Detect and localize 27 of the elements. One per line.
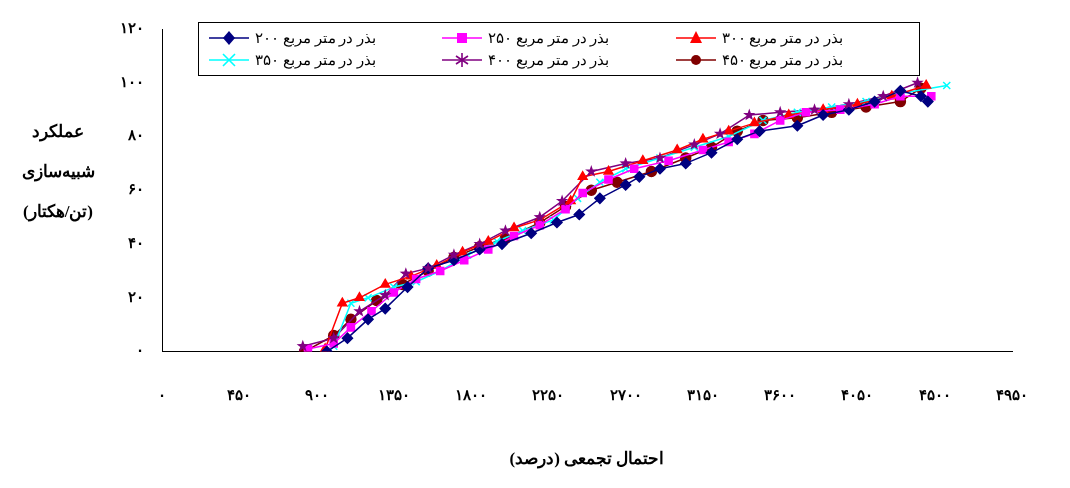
y-tick-label: ۴۰ — [128, 234, 144, 251]
legend-label: بذر در متر مربع ۳۰۰ — [721, 29, 843, 47]
x-tick-label: ۹۰۰ — [304, 387, 329, 404]
legend-label: بذر در متر مربع ۴۰۰ — [488, 51, 610, 69]
text: عملکرد شبیه‌سازی (تن/هکتار) — [21, 122, 95, 221]
legend-label: بذر در متر مربع ۴۵۰ — [721, 51, 843, 69]
y-tick-label: ۰ — [136, 342, 144, 359]
x-tick-label: ۳۶۰۰ — [764, 387, 797, 404]
legend-label: بذر در متر مربع ۳۵۰ — [255, 51, 376, 69]
y-tick-label: ۲۰ — [128, 288, 144, 305]
legend-label: بذر در متر مربع ۲۰۰ — [255, 29, 376, 47]
y-tick-label: ۱۲۰ — [120, 19, 144, 36]
legend-label: بذر در متر مربع ۲۵۰ — [488, 29, 610, 47]
x-tick-label: ۴۹۵۰ — [996, 387, 1028, 404]
x-tick-label: ۴۵۰۰ — [918, 387, 951, 404]
x-tick-label: ۴۰۵۰ — [841, 387, 874, 404]
x-tick-label: ۰ — [158, 387, 166, 404]
x-tick-label: ۲۷۰۰ — [609, 387, 642, 404]
x-tick-label: ۴۵۰ — [227, 387, 252, 404]
x-tick-label: ۲۲۵۰ — [532, 387, 565, 404]
x-tick-label: ۱۳۵۰ — [377, 387, 410, 404]
y-tick-label: ۱۰۰ — [120, 73, 144, 90]
x-tick-label: ۳۱۵۰ — [686, 387, 719, 404]
y-tick-label: ۸۰ — [127, 127, 144, 144]
y-tick-label: ۶۰ — [128, 181, 144, 198]
x-tick-label: ۱۸۰۰ — [455, 387, 488, 404]
x-axis-title: احتمال تجمعی (درصد) — [509, 449, 665, 470]
